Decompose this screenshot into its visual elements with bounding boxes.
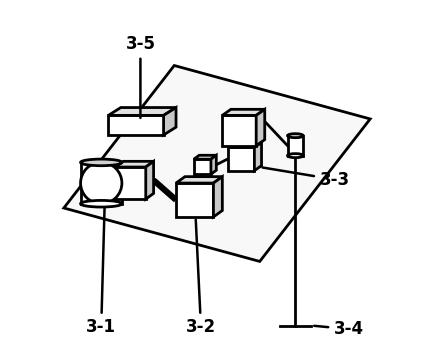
- Polygon shape: [228, 143, 262, 148]
- Polygon shape: [228, 148, 254, 171]
- Polygon shape: [164, 108, 176, 135]
- Text: 3-4: 3-4: [314, 320, 364, 338]
- Polygon shape: [222, 115, 256, 146]
- Polygon shape: [176, 183, 214, 217]
- Text: 3-3: 3-3: [263, 168, 350, 188]
- Polygon shape: [222, 109, 265, 115]
- Ellipse shape: [81, 159, 122, 166]
- Ellipse shape: [81, 200, 122, 207]
- Polygon shape: [256, 109, 265, 146]
- Polygon shape: [288, 136, 303, 156]
- Text: 3-2: 3-2: [186, 220, 216, 336]
- Polygon shape: [176, 177, 222, 183]
- Polygon shape: [194, 159, 211, 174]
- Ellipse shape: [288, 134, 303, 138]
- Text: 3-5: 3-5: [125, 35, 155, 118]
- Polygon shape: [115, 167, 146, 199]
- Polygon shape: [108, 108, 176, 115]
- Polygon shape: [146, 161, 154, 199]
- Polygon shape: [254, 143, 262, 171]
- Polygon shape: [108, 115, 164, 135]
- Ellipse shape: [288, 154, 303, 158]
- Polygon shape: [115, 161, 154, 167]
- Text: 3-1: 3-1: [86, 202, 116, 336]
- Polygon shape: [64, 65, 370, 261]
- Polygon shape: [214, 177, 222, 217]
- Circle shape: [81, 162, 122, 204]
- Polygon shape: [81, 162, 122, 204]
- Polygon shape: [194, 155, 216, 159]
- Polygon shape: [211, 155, 216, 174]
